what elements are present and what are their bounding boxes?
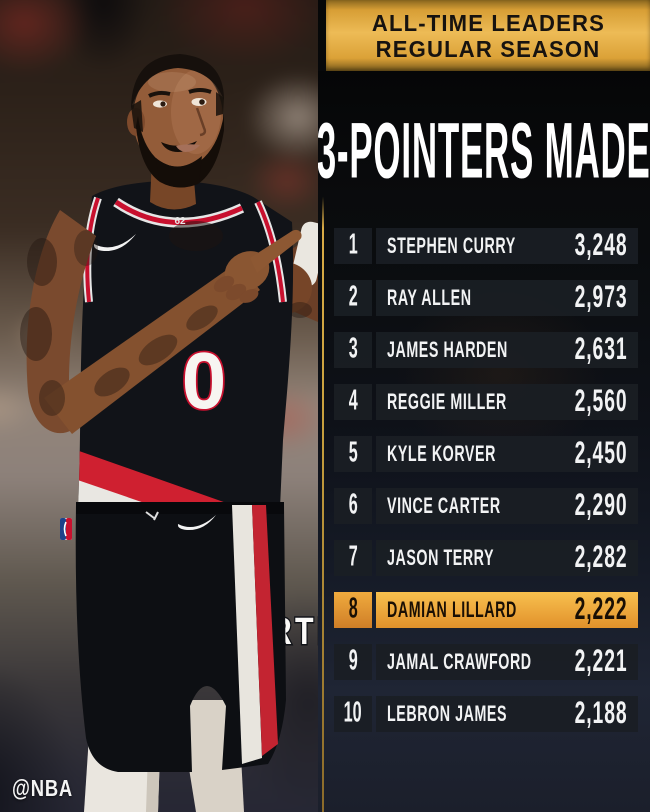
player-name: VINCE CARTER [387,493,501,519]
player-value: 2,221 [575,644,628,679]
player-value: 2,450 [575,436,628,471]
header-line2: REGULAR SEASON [375,35,601,62]
leaderboard-row: 6 VINCE CARTER 2,290 [334,488,638,524]
player-name: JAMES HARDEN [387,337,508,363]
player-illustration: 62 RTLAND 0 [20,54,318,812]
rank: 1 [348,229,358,262]
nba-watermark: @NBA [12,775,74,801]
leaderboard-row: 2 RAY ALLEN 2,973 [334,280,638,316]
header-line1: ALL-TIME LEADERS [371,9,605,36]
rank: 8 [348,593,358,626]
player-value: 2,560 [575,384,628,419]
pointing-finger [250,229,302,273]
leaderboard-row: 3 JAMES HARDEN 2,631 [334,332,638,368]
header-banner: ALL-TIME LEADERS REGULAR SEASON [326,0,650,71]
leaderboard-row: 10 LEBRON JAMES 2,188 [334,696,638,732]
player-value: 2,631 [575,332,628,367]
leaderboard-row-highlighted: 8 DAMIAN LILLARD 2,222 [334,592,638,628]
player-name: KYLE KORVER [387,441,496,467]
stat-title: 3-POINTERS MADE [318,104,650,195]
rank: 10 [344,697,362,730]
player-value: 2,188 [575,696,628,731]
leaderboard-panel: ALL-TIME LEADERS REGULAR SEASON 3-POINTE… [318,0,650,812]
stat-title-section: 3-POINTERS MADE [318,71,650,228]
player-name: REGGIE MILLER [387,389,507,415]
jersey-sash [78,428,252,508]
player-name: STEPHEN CURRY [387,233,516,259]
player-photo: 62 RTLAND 0 [0,0,318,812]
player-value: 3,248 [575,228,628,263]
player-value: 2,973 [575,280,628,315]
nike-swoosh-icon [93,234,136,252]
jersey-number: 0 [182,336,227,425]
rank: 7 [348,541,358,574]
player-value: 2,282 [575,540,628,575]
rank: 5 [348,437,358,470]
player-name: JAMAL CRAWFORD [387,649,532,675]
player-name: DAMIAN LILLARD [387,597,517,623]
rank: 2 [348,281,358,314]
rank: 4 [348,385,358,418]
nba-logo-patch [60,518,72,540]
jersey-patch: 62 [174,216,186,227]
rank: 6 [348,489,358,522]
player-value: 2,290 [575,488,628,523]
shorts-swoosh-icon [177,515,216,531]
leaderboard-row: 4 REGGIE MILLER 2,560 [334,384,638,420]
rank: 9 [348,645,358,678]
pointing-arm [20,210,302,434]
leaderboard-row: 1 STEPHEN CURRY 3,248 [334,228,638,264]
shorts [75,505,286,772]
gold-accent-line [322,71,324,812]
leaderboard: 1 STEPHEN CURRY 3,248 2 RAY ALLEN 2,973 3 … [334,228,638,748]
leaderboard-row: 9 JAMAL CRAWFORD 2,221 [334,644,638,680]
player-name: LEBRON JAMES [387,701,508,727]
lower-body [60,502,286,812]
player-head [127,54,224,210]
player-name: JASON TERRY [387,545,495,571]
player-value: 2,222 [575,592,628,627]
rank: 3 [348,333,358,366]
leaderboard-row: 5 KYLE KORVER 2,450 [334,436,638,472]
leaderboard-row: 7 JASON TERRY 2,282 [334,540,638,576]
player-name: RAY ALLEN [387,285,472,311]
